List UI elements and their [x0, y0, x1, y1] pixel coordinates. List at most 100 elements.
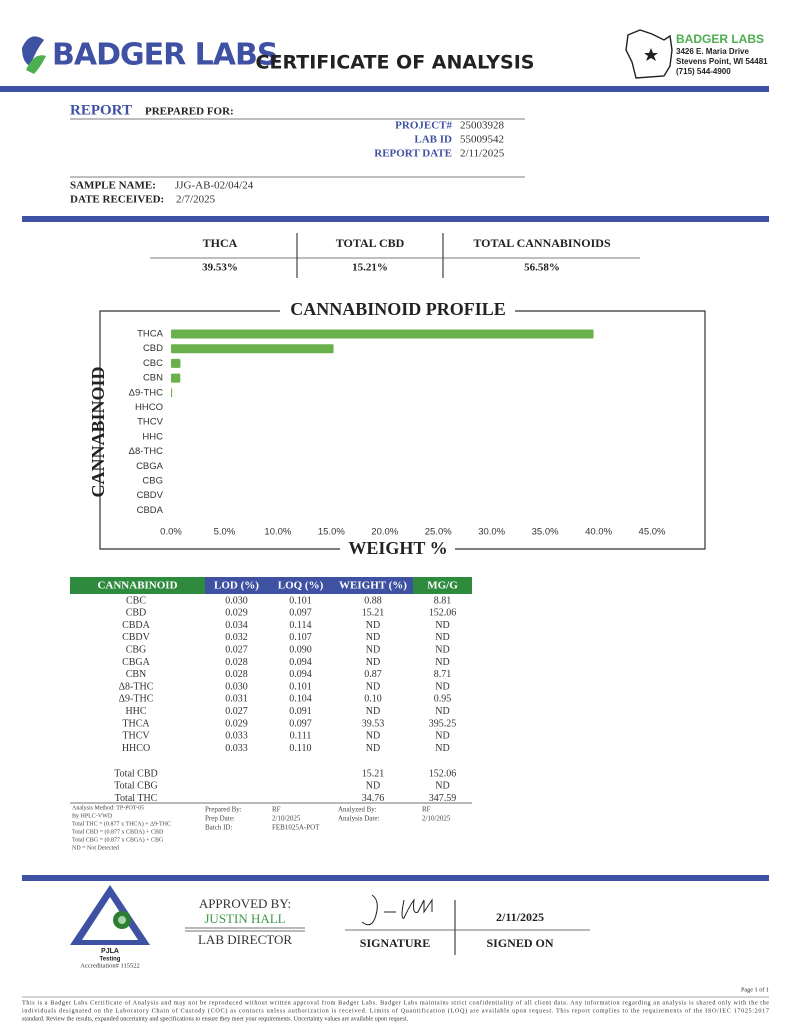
- table-cell: 0.114: [289, 620, 311, 631]
- y-axis-label: CANNABINOID: [88, 366, 108, 497]
- x-tick-label: 5.0%: [214, 527, 236, 538]
- table-cell: THCV: [122, 731, 150, 742]
- total-cell: 34.76: [362, 793, 385, 804]
- note-label: Analyzed By:: [338, 806, 377, 814]
- table-cell: 0.101: [289, 681, 312, 692]
- header-cell: [413, 577, 472, 594]
- y-tick-label: CBGA: [136, 461, 164, 472]
- accreditation-type: Testing: [100, 957, 121, 963]
- table-cell: 0.027: [225, 706, 248, 717]
- table-cell: 0.111: [290, 731, 312, 742]
- table-cell: CBN: [126, 669, 147, 680]
- x-tick-label: 30.0%: [478, 527, 505, 538]
- table-cell: 0.032: [225, 632, 248, 643]
- column-header: LOD (%): [214, 580, 259, 592]
- note-value: 2/10/2025: [272, 815, 301, 823]
- table-cell: 8.81: [434, 595, 452, 606]
- header-cell: [205, 577, 268, 594]
- approver-name: JUSTIN HALL: [204, 911, 285, 926]
- table-cell: Δ8-THC: [119, 681, 154, 692]
- accreditation-name: PJLA: [101, 948, 119, 955]
- bar: [171, 388, 173, 398]
- summary-value: 39.53%: [202, 262, 238, 274]
- x-tick-label: 0.0%: [160, 527, 182, 538]
- x-tick-label: 15.0%: [318, 527, 345, 538]
- method-note: By HPLC-VWD: [72, 813, 113, 819]
- table-cell: 0.028: [225, 657, 248, 668]
- table-cell: ND: [366, 681, 380, 692]
- total-cell: ND: [435, 781, 449, 792]
- table-cell: ND: [435, 743, 449, 754]
- disclaimer-line: This is a Badger Labs Certificate of Ana…: [22, 999, 769, 1006]
- column-header: WEIGHT (%): [339, 580, 407, 592]
- table-cell: ND: [366, 657, 380, 668]
- divider-bar: [22, 875, 769, 881]
- address-line: Stevens Point, WI 54481: [676, 57, 768, 66]
- disclaimer-line: standard. Review the results, expanded u…: [22, 1015, 409, 1022]
- table-cell: HHCO: [122, 743, 150, 754]
- logo-icon: [22, 36, 46, 74]
- table-cell: 39.53: [362, 718, 385, 729]
- y-tick-label: THCV: [137, 417, 164, 428]
- sample-label: DATE RECEIVED:: [70, 194, 164, 206]
- field-value: 55009542: [460, 134, 504, 146]
- field-value: 25003928: [460, 120, 505, 132]
- table-cell: 0.097: [289, 608, 312, 619]
- table-cell: ND: [366, 644, 380, 655]
- disclaimer-line: individuals designated on the Laboratory…: [22, 1007, 769, 1014]
- table-cell: ND: [366, 706, 380, 717]
- sample-value: 2/7/2025: [176, 194, 216, 206]
- table-cell: 395.25: [429, 718, 457, 729]
- approved-by: APPROVED BY:: [199, 896, 291, 911]
- table-cell: ND: [435, 681, 449, 692]
- note-label: Prepared By:: [205, 806, 242, 814]
- y-tick-label: HHCO: [135, 402, 163, 413]
- state-icon: [625, 29, 673, 79]
- table-cell: 0.094: [289, 657, 312, 668]
- y-tick-label: Δ9-THC: [129, 387, 163, 398]
- note-value: RF: [422, 806, 431, 814]
- table-cell: 0.10: [364, 694, 382, 705]
- table-cell: 15.21: [362, 608, 385, 619]
- table-cell: CBDA: [122, 620, 151, 631]
- total-cell: Total CBD: [114, 768, 157, 779]
- table-cell: 0.090: [289, 644, 312, 655]
- method-note: Total CBG = (0.877 x CBGA) + CBG: [72, 836, 164, 843]
- y-tick-label: CBD: [143, 343, 163, 354]
- x-axis-label: WEIGHT %: [348, 538, 447, 558]
- note-value: 2/10/2025: [422, 815, 451, 823]
- header-cell: [333, 577, 413, 594]
- table-cell: ND: [366, 620, 380, 631]
- method-note: ND = Not Detected: [72, 845, 119, 851]
- x-tick-label: 25.0%: [425, 527, 452, 538]
- bar: [171, 344, 334, 354]
- field-label: PROJECT#: [395, 120, 452, 132]
- table-cell: 0.033: [225, 743, 248, 754]
- y-tick-label: CBDV: [137, 490, 164, 501]
- bar: [171, 329, 594, 339]
- table-cell: Δ9-THC: [119, 694, 154, 705]
- table-cell: 0.091: [289, 706, 312, 717]
- prepared-for: PREPARED FOR:: [145, 106, 234, 118]
- table-cell: 152.06: [429, 608, 457, 619]
- table-cell: ND: [435, 632, 449, 643]
- table-cell: CBG: [126, 644, 147, 655]
- y-tick-label: THCA: [137, 329, 164, 340]
- table-cell: ND: [435, 657, 449, 668]
- table-cell: 0.030: [225, 595, 248, 606]
- note-value: RF: [272, 806, 281, 814]
- address-line: (715) 544-4900: [676, 67, 731, 76]
- table-cell: 0.95: [434, 694, 452, 705]
- column-header: LOQ (%): [278, 580, 324, 592]
- divider-bar: [22, 216, 769, 222]
- pjla-logo: [70, 885, 150, 945]
- header-cell: [70, 577, 205, 594]
- method-note: Total THC = (0.877 x THCA) + Δ9-THC: [72, 820, 171, 827]
- approver-role: LAB DIRECTOR: [198, 932, 292, 947]
- table-cell: 0.101: [289, 595, 312, 606]
- total-cell: Total THC: [115, 793, 158, 804]
- y-tick-label: Δ8-THC: [129, 446, 163, 457]
- field-label: LAB ID: [414, 134, 452, 146]
- chart-frame: [99, 310, 706, 550]
- table-cell: 8.71: [434, 669, 452, 680]
